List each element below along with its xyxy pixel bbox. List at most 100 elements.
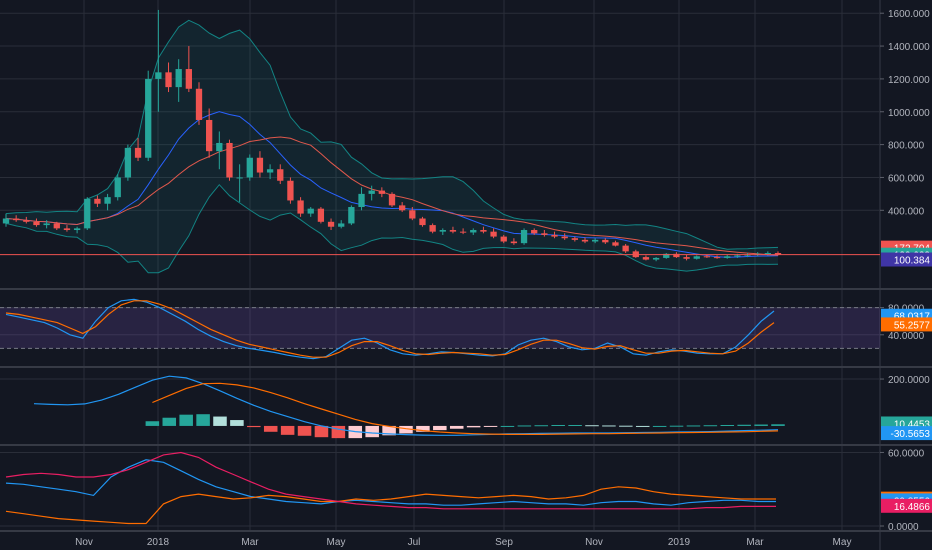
macd-histogram-bar[interactable] — [737, 424, 751, 426]
macd-histogram-bar[interactable] — [314, 425, 329, 438]
candle-body[interactable] — [145, 78, 152, 158]
macd-histogram-bar[interactable] — [297, 425, 312, 436]
macd-histogram-bar[interactable] — [365, 425, 379, 438]
candle-body[interactable] — [226, 142, 233, 178]
candle-body[interactable] — [43, 223, 50, 226]
candle-body[interactable] — [602, 239, 609, 243]
candle-body[interactable] — [277, 169, 284, 181]
candle-body[interactable] — [429, 225, 436, 232]
stochastic-panel[interactable] — [0, 298, 880, 360]
candle-body[interactable] — [734, 255, 741, 257]
candle-body[interactable] — [673, 253, 680, 258]
candle-body[interactable] — [155, 72, 162, 79]
candle-body[interactable] — [581, 239, 589, 242]
macd-histogram-bar[interactable] — [179, 414, 193, 426]
macd-histogram-bar[interactable] — [433, 425, 447, 431]
macd-histogram-bar[interactable] — [466, 425, 481, 428]
macd-histogram-bar[interactable] — [449, 425, 464, 429]
candle-body[interactable] — [216, 142, 223, 152]
macd-histogram-bar[interactable] — [213, 416, 227, 426]
candle-body[interactable] — [134, 147, 142, 158]
candle-body[interactable] — [287, 180, 294, 201]
candle-body[interactable] — [63, 228, 71, 231]
macd-histogram-bar[interactable] — [585, 425, 599, 427]
candle-body[interactable] — [703, 256, 711, 258]
macd-histogram-bar[interactable] — [652, 425, 667, 427]
candle-body[interactable] — [53, 223, 60, 229]
candle-body[interactable] — [94, 198, 101, 204]
macd-histogram-bar[interactable] — [771, 424, 785, 426]
candle-body[interactable] — [561, 236, 568, 239]
price-panel[interactable] — [0, 9, 880, 274]
candle-body[interactable] — [592, 239, 599, 242]
macd-histogram-bar[interactable] — [720, 424, 735, 426]
macd-histogram-bar[interactable] — [686, 425, 701, 427]
candle-body[interactable] — [693, 256, 700, 259]
candle-body[interactable] — [23, 220, 30, 222]
candle-body[interactable] — [368, 190, 375, 194]
candle-body[interactable] — [622, 245, 629, 252]
dmi-panel[interactable] — [5, 451, 776, 525]
candle-body[interactable] — [490, 231, 497, 237]
candle-body[interactable] — [459, 231, 467, 233]
macd-histogram-bar[interactable] — [263, 425, 278, 432]
candle-body[interactable] — [104, 197, 111, 204]
macd-histogram-bar[interactable] — [754, 424, 768, 426]
macd-histogram-bar[interactable] — [483, 425, 498, 427]
candle-body[interactable] — [256, 157, 264, 173]
candle-body[interactable] — [449, 230, 457, 232]
candle-body[interactable] — [520, 230, 528, 244]
candle-body[interactable] — [480, 230, 487, 232]
macd-histogram-bar[interactable] — [551, 424, 565, 426]
candle-body[interactable] — [33, 221, 40, 226]
candle-body[interactable] — [399, 205, 406, 211]
macd-histogram-bar[interactable] — [635, 425, 650, 427]
candle-body[interactable] — [185, 69, 192, 89]
candle-body[interactable] — [378, 190, 385, 194]
candle-body[interactable] — [338, 223, 345, 227]
macd-histogram-bar[interactable] — [703, 425, 718, 427]
candle-body[interactable] — [297, 200, 304, 214]
candle-body[interactable] — [470, 230, 477, 233]
candle-body[interactable] — [124, 147, 132, 178]
candle-body[interactable] — [419, 218, 426, 226]
candle-body[interactable] — [195, 88, 203, 120]
candle-body[interactable] — [724, 256, 731, 258]
candle-body[interactable] — [571, 238, 578, 240]
macd-histogram-bar[interactable] — [669, 425, 684, 427]
candle-body[interactable] — [409, 210, 416, 219]
time-axis[interactable]: Nov 2018 Mar May Jul Sep Nov 2019 Mar May — [75, 537, 851, 548]
candle-body[interactable] — [246, 157, 253, 178]
macd-histogram-bar[interactable] — [247, 425, 261, 428]
candle-body[interactable] — [774, 253, 782, 255]
macd-histogram-bar[interactable] — [500, 425, 515, 427]
candle-body[interactable] — [307, 208, 314, 214]
candle-body[interactable] — [612, 242, 619, 246]
macd-panel[interactable] — [33, 375, 785, 439]
candle-body[interactable] — [317, 208, 325, 222]
candle-body[interactable] — [73, 228, 81, 231]
macd-histogram-bar[interactable] — [534, 425, 549, 427]
macd-histogram-bar[interactable] — [416, 425, 430, 432]
candle-body[interactable] — [642, 257, 650, 260]
candle-body[interactable] — [663, 253, 670, 258]
candle-body[interactable] — [713, 257, 721, 259]
candle-body[interactable] — [348, 207, 355, 224]
candle-body[interactable] — [266, 169, 274, 173]
candle-body[interactable] — [500, 236, 507, 242]
macd-histogram-bar[interactable] — [230, 420, 244, 426]
candle-body[interactable] — [388, 193, 396, 206]
macd-histogram-bar[interactable] — [399, 425, 413, 434]
candle-body[interactable] — [327, 221, 335, 227]
candle-body[interactable] — [236, 177, 243, 179]
candle-body[interactable] — [84, 198, 91, 229]
candle-body[interactable] — [13, 218, 20, 221]
candle-body[interactable] — [683, 257, 690, 259]
candle-body[interactable] — [551, 234, 558, 237]
macd-histogram-bar[interactable] — [162, 417, 177, 426]
candle-body[interactable] — [531, 230, 538, 234]
macd-histogram-bar[interactable] — [602, 425, 616, 427]
candle-body[interactable] — [358, 193, 365, 208]
macd-histogram-bar[interactable] — [280, 425, 295, 435]
price-axis[interactable]: 1600.000 1400.000 1200.000 1000.000 800.000 6… — [880, 9, 932, 533]
